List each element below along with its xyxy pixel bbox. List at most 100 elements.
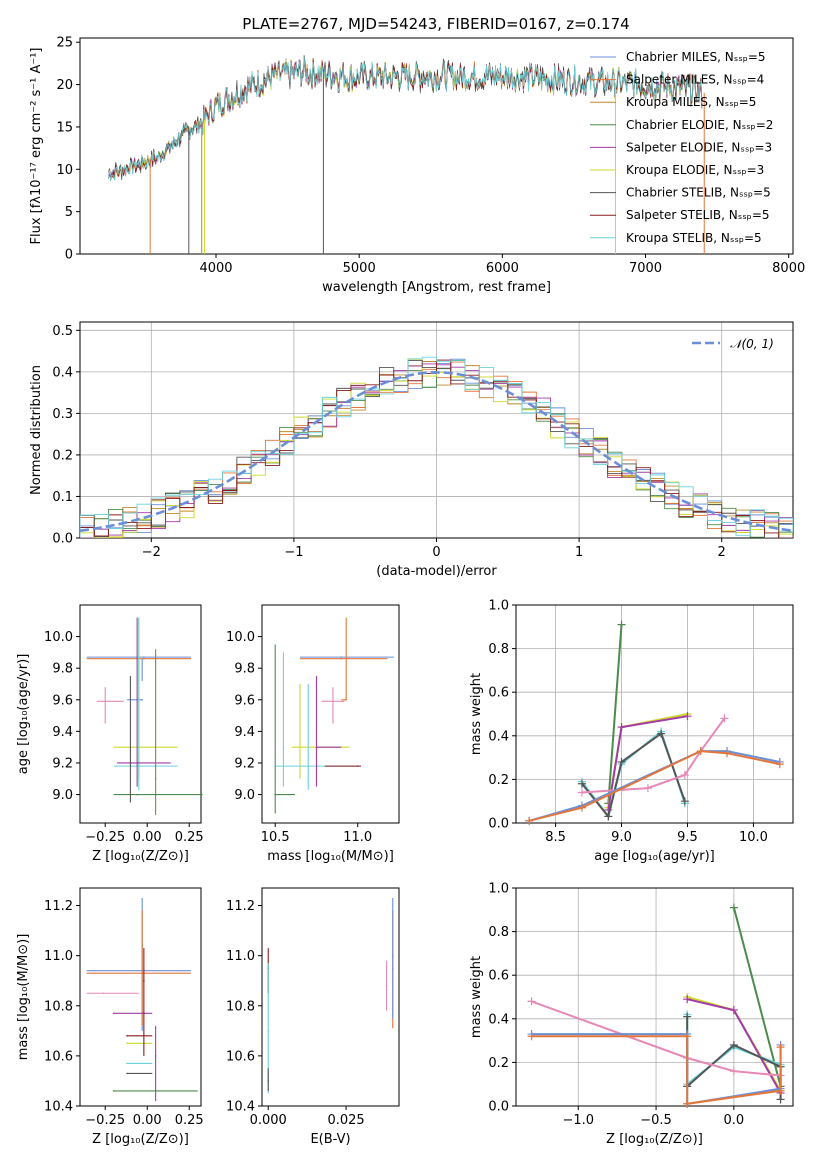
y-tick-label: 9.4 [52, 725, 73, 740]
y-tick-label: 10.8 [226, 999, 255, 1014]
y-tick-label: 0.4 [488, 729, 509, 744]
mass-vs-extinction-panel: 0.000 0.025 10.4 10.6 10.8 11.0 11.2 E(B-V) [226, 887, 400, 1147]
y-tick-label: 0.2 [488, 1056, 509, 1071]
y-tick-label: 10.8 [44, 999, 73, 1014]
y-tick-label: 0.6 [488, 969, 509, 984]
y-tick-label: 10.6 [44, 1049, 73, 1064]
x-tick-label: 11.0 [343, 830, 372, 845]
x-tick-label: 7000 [629, 261, 662, 276]
plus-marker [527, 1032, 536, 1041]
y-tick-label: 9.8 [234, 662, 255, 677]
plus-marker [683, 1099, 692, 1108]
axes-frame [79, 604, 202, 824]
plus-marker [776, 1043, 785, 1052]
x-tick-label: 0.0 [724, 1113, 745, 1128]
data-point [104, 700, 107, 703]
data-point [129, 762, 132, 764]
plus-marker [643, 784, 652, 793]
spectrum-panel: 4000 5000 6000 7000 8000 0 5 10 15 20 25 wavelength… [29, 15, 805, 295]
plus-marker [657, 729, 666, 738]
data-point [143, 656, 145, 658]
y-tick-label: 9.6 [52, 693, 73, 708]
series-line [531, 1000, 781, 1077]
x-tick-label: 0.00 [133, 1113, 162, 1128]
axes-frame [515, 887, 794, 1107]
axes-frame [79, 887, 202, 1107]
y-tick-label: 0.4 [52, 365, 73, 380]
plus-marker [729, 1067, 738, 1076]
y-tick-label: 9.6 [234, 693, 255, 708]
x-tick-label: −0.5 [640, 1113, 672, 1128]
y-tick-label: 11.0 [44, 949, 73, 964]
y-tick-label: 25 [56, 36, 73, 51]
legend-entry: Salpeter ELODIE, Nₛₛₚ=3 [626, 140, 772, 154]
plus-marker [729, 1006, 738, 1015]
x-tick-label: 0.00 [133, 830, 162, 845]
data-point [154, 777, 157, 780]
plus-marker [680, 771, 689, 780]
x-tick-label: 0.25 [175, 1113, 204, 1128]
chart-title: PLATE=2767, MJD=54243, FIBERID=0167, z=0… [242, 15, 629, 33]
x-tick-label: 9.5 [677, 830, 698, 845]
x-tick-label: 6000 [486, 261, 519, 276]
data-point [112, 1012, 115, 1015]
series-line [607, 713, 688, 808]
data-point [126, 1072, 128, 1075]
residual-histogram-panel: −2 −1 0 1 2 0.0 0.1 0.2 0.3 0.4 0.5 (data-model)/er… [29, 321, 794, 579]
data-point [267, 1030, 270, 1032]
plus-marker [696, 747, 705, 756]
x-tick-label: −0.25 [85, 830, 125, 845]
data-point [282, 746, 285, 748]
y-tick-label: 0.0 [488, 1100, 509, 1115]
y-tick-label: 10 [56, 163, 73, 178]
y-tick-label: 11.0 [226, 949, 255, 964]
plus-marker [525, 816, 534, 825]
data-point [267, 1080, 270, 1082]
plus-marker [680, 797, 689, 806]
x-tick-label: 2 [718, 545, 726, 560]
y-tick-label: 1.0 [488, 882, 509, 897]
y-tick-label: 9.2 [234, 756, 255, 771]
y-tick-label: 0.2 [52, 448, 73, 463]
y-tick-label: 11.2 [226, 899, 255, 914]
data-point [126, 1035, 128, 1037]
y-tick-label: 15 [56, 120, 73, 135]
data-point [154, 1055, 157, 1057]
data-point [274, 793, 277, 796]
data-point [356, 765, 359, 767]
y-tick-label: 0.1 [52, 490, 73, 505]
y-axis-label: Flux [fλ10⁻¹⁷ erg cm⁻² s⁻¹ A⁻¹] [29, 48, 44, 245]
plus-marker [577, 803, 586, 812]
legend-entry: Chabrier STELIB, Nₛₛₚ=5 [626, 186, 771, 200]
plus-marker [577, 788, 586, 797]
spectrum-line-CS [108, 55, 703, 181]
data-point [345, 698, 347, 701]
series-line [607, 624, 623, 804]
plus-marker [617, 757, 626, 766]
data-point [138, 765, 140, 767]
data-point [391, 954, 394, 957]
y-tick-label: 9.2 [52, 756, 73, 771]
y-axis-label: mass [log₁₀(M/M⊙)] [16, 934, 31, 1061]
y-tick-label: 0 [65, 248, 73, 263]
data-point [315, 746, 318, 748]
plus-marker [775, 760, 784, 769]
y-axis-label: mass weight [469, 673, 484, 755]
y-tick-label: 9.0 [234, 788, 255, 803]
data-point [126, 1062, 128, 1065]
x-tick-label: 8000 [772, 261, 805, 276]
y-tick-label: 0.2 [488, 773, 509, 788]
x-tick-label: −2 [142, 545, 161, 560]
age-vs-mass-panel: 10.5 11.0 9.0 9.2 9.4 9.6 9.8 10.0 mass [log₁₀(M… [226, 604, 400, 864]
axes-frame [261, 604, 400, 824]
mass-vs-metallicity-panel: −0.25 0.00 0.25 10.4 10.6 10.8 11.0 11.2 Z [log₁… [16, 887, 204, 1147]
data-point [141, 972, 143, 974]
plus-marker [604, 812, 613, 821]
y-tick-label: 10.4 [44, 1100, 73, 1115]
data-point [126, 1042, 128, 1045]
plus-marker [776, 1086, 785, 1095]
y-tick-label: 0.5 [52, 324, 73, 339]
y-tick-label: 0.4 [488, 1012, 509, 1027]
legend-entry: Salpeter STELIB, Nₛₛₚ=5 [626, 208, 770, 222]
